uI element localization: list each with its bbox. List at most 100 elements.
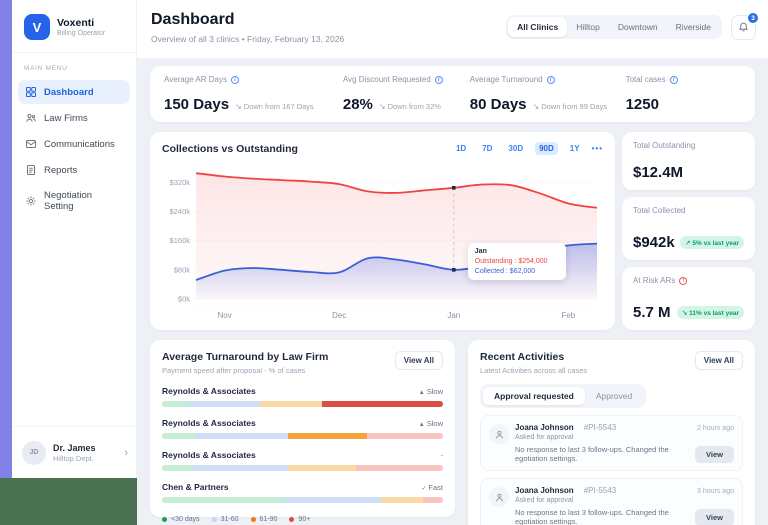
sidebar-item-label: Dashboard [44,86,94,98]
bar-segment [423,497,443,503]
bar-segment [162,465,193,471]
user-profile[interactable]: JD Dr. James Hilltop Dept. › [12,426,136,478]
kpi-avg-discount: Avg Discount Requested i 28% ↘ Down from 32… [343,75,470,113]
card-subtitle: Latest Activities across all cases [480,366,588,375]
activity-time: 2 hours ago [697,425,734,432]
page-subtitle: Overview of all 3 clinics • Friday, Febr… [151,34,345,44]
sidebar-item-law-firms[interactable]: Law Firms [18,106,130,130]
bar-segment [195,433,289,439]
clinic-tab-hilltop[interactable]: Hilltop [576,22,600,32]
mail-icon [25,138,37,150]
trend-down-icon: ↘ [378,102,386,111]
legend-item: 90+ [289,516,310,523]
legend-item: <30 days [162,516,200,523]
recent-activities-card: Recent Activities Latest Activities acro… [468,340,755,525]
view-button[interactable]: View [695,445,734,463]
info-icon[interactable]: i [231,75,239,84]
activity-user: Joana Johnson [515,486,574,495]
info-icon[interactable]: i [669,75,678,84]
sidebar-item-label: Negotiation Setting [44,190,93,212]
trend-down-icon: ↘ [532,102,540,111]
bar-segment [288,465,356,471]
kpi-trend-text: Down from 32% [387,102,441,111]
person-icon [489,487,509,507]
sidebar-item-communications[interactable]: Communications [18,132,130,156]
more-options-icon[interactable]: ••• [591,144,603,153]
view-button[interactable]: View [695,508,734,525]
stat-label: Total Outstanding [633,141,696,150]
slow-icon: ▲ [418,389,425,396]
firm-name: Reynolds & Associates [162,386,256,396]
users-icon [25,112,37,124]
kpi-trend-text: Down from 167 Days [243,102,314,111]
activity-case-id: #PI-5543 [583,486,617,495]
avatar: JD [22,440,46,465]
desktop-background [0,478,137,525]
menu-section-label: MAIN MENU [24,65,68,72]
range-1y-button[interactable]: 1Y [569,144,580,153]
sidebar-item-reports[interactable]: Reports [18,158,130,182]
kpi-average-ar-days: Average AR Days i 150 Days ↘ Down from 167 … [164,75,343,113]
svg-text:$80k: $80k [174,265,191,274]
brand-role: Billing Operator [57,30,106,37]
stat-value: $12.4M [633,164,684,181]
firm-status-label: Slow [426,418,443,428]
kpi-value: 28% [342,96,373,113]
kpi-label: Total cases [625,75,666,84]
kpi-label: Avg Discount Requested [342,75,431,84]
svg-text:$240k: $240k [170,207,191,216]
activity-item: Joana Johnson #PI-5543 3 hours ago Asked… [480,478,743,525]
notifications-button[interactable]: 3 [731,12,759,40]
gear-icon [25,195,37,207]
tooltip-collected: Collected : $62,000 [474,268,536,275]
view-all-button[interactable]: View All [694,351,743,370]
trend-down-icon: ↘ [681,309,688,317]
range-30d-button[interactable]: 30D [508,144,524,153]
time-range-filter: 1D 7D 30D 90D 1Y ••• [452,142,603,155]
bar-segment [162,401,191,407]
svg-text:Jan: Jan [447,311,460,319]
sidebar-item-dashboard[interactable]: Dashboard [18,80,130,104]
info-icon[interactable]: i [546,75,555,84]
tab-approval-requested[interactable]: Approval requested [483,387,585,405]
clinic-filter: All Clinics Hilltop Downtown Riverside [506,15,722,39]
info-icon[interactable]: i [434,75,443,84]
sidebar-item-negotiation-setting[interactable]: Negotiation Setting [18,184,130,218]
slow-icon: ▲ [418,421,425,428]
svg-text:Feb: Feb [561,311,575,319]
clinic-tab-all[interactable]: All Clinics [508,17,568,37]
firm-row: Reynolds & Associates - [162,450,443,471]
kpi-value: 1250 [625,96,659,113]
svg-text:$320k: $320k [170,178,191,187]
page-title: Dashboard [151,11,235,28]
range-90d-button[interactable]: 90D [535,142,558,155]
page-header: Dashboard Overview of all 3 clinics • Fr… [137,0,768,59]
bar-segment [322,401,443,407]
legend-dot [250,517,256,522]
range-7d-button[interactable]: 7D [482,144,493,153]
clinic-tab-riverside[interactable]: Riverside [675,22,711,32]
bar-segment [162,497,286,503]
bar-segment [260,401,323,407]
collections-chart-card: Collections vs Outstanding 1D 7D 30D 90D… [150,132,615,330]
chart-title: Collections vs Outstanding [162,142,298,155]
bar-segment [285,497,382,503]
bar-segment [190,401,261,407]
svg-text:$160k: $160k [170,236,191,245]
fast-icon: ✓ [421,485,427,492]
main-content: Dashboard Overview of all 3 clinics • Fr… [137,0,768,525]
tooltip-outstanding: Outstanding : $254,000 [474,258,548,265]
range-1d-button[interactable]: 1D [455,144,467,153]
profile-name: Dr. James [53,442,96,453]
tab-approved[interactable]: Approved [595,391,633,401]
bar-segment [192,465,289,471]
kpi-label: Average AR Days [164,75,227,84]
activities-tabs: Approval requested Approved [480,384,647,408]
view-all-button[interactable]: View All [394,351,443,370]
brand-name: Voxenti [57,17,95,29]
chevron-right-icon: › [124,446,128,459]
turnaround-bar [162,433,443,439]
kpi-summary-card: Average AR Days i 150 Days ↘ Down from 167 … [150,66,755,122]
app-logo: V [24,14,50,40]
clinic-tab-downtown[interactable]: Downtown [617,22,658,32]
